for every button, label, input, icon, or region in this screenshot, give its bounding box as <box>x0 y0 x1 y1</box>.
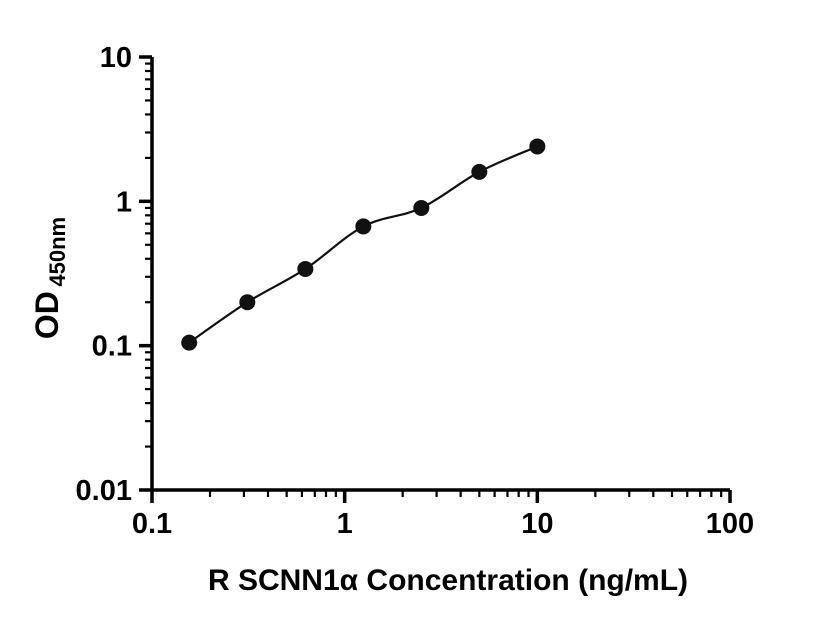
y-axis-title: OD 450nm <box>29 217 70 339</box>
y-axis-title-main: OD <box>29 291 65 339</box>
y-tick-label: 10 <box>100 42 132 74</box>
data-point-marker <box>355 218 372 235</box>
y-tick-label: 0.01 <box>76 475 132 507</box>
x-tick-label: 10 <box>521 508 553 540</box>
y-tick-label: 1 <box>116 186 132 218</box>
data-point-marker <box>181 334 198 351</box>
y-tick-label: 0.1 <box>92 331 132 363</box>
x-axis-title: R SCNN1α Concentration (ng/mL) <box>208 564 688 597</box>
data-point-marker <box>239 294 256 311</box>
axes-spine <box>150 57 730 492</box>
x-tick-label: 1 <box>337 508 353 540</box>
x-tick-label: 0.1 <box>132 508 172 540</box>
data-point-marker <box>297 260 314 277</box>
data-point-marker <box>529 138 546 155</box>
data-point-marker <box>413 199 430 216</box>
data-point-marker <box>471 163 488 180</box>
x-tick-label: 100 <box>706 508 754 540</box>
y-axis-title-subscript: 450nm <box>45 217 70 287</box>
